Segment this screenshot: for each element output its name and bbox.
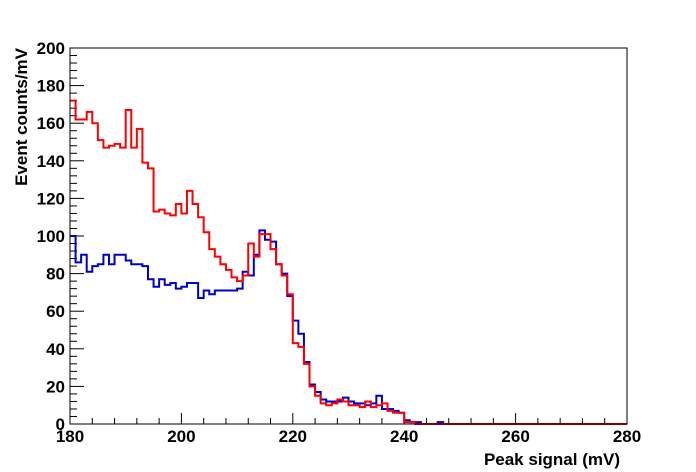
x-tick-label: 280 [613,427,641,446]
y-tick-label: 40 [46,340,65,359]
y-tick-label: 200 [37,39,65,58]
y-tick-label: 120 [37,189,65,208]
x-axis-title: Peak signal (mV) [484,450,620,469]
y-tick-label: 100 [37,227,65,246]
tick-marks [69,47,628,425]
histogram-series-2 [70,99,627,425]
y-axis-title: Event counts/mV [12,47,31,186]
x-tick-label: 240 [390,427,418,446]
x-tick-label: 220 [279,427,307,446]
histogram-series-1 [70,229,627,425]
y-tick-label: 0 [56,415,65,434]
x-tick-label: 180 [56,427,84,446]
y-tick-label: 160 [37,114,65,133]
tick-labels: 180 200 220 240 260 280 0 20 40 60 80 100 120 140 160 1… [37,39,642,446]
y-tick-label: 140 [37,152,65,171]
plot-frame [69,47,628,425]
y-tick-label: 80 [46,265,65,284]
y-tick-label: 20 [46,377,65,396]
series-layer [70,99,627,425]
x-tick-label: 260 [501,427,529,446]
y-tick-label: 60 [46,302,65,321]
y-tick-label: 180 [37,77,65,96]
x-tick-label: 200 [167,427,195,446]
